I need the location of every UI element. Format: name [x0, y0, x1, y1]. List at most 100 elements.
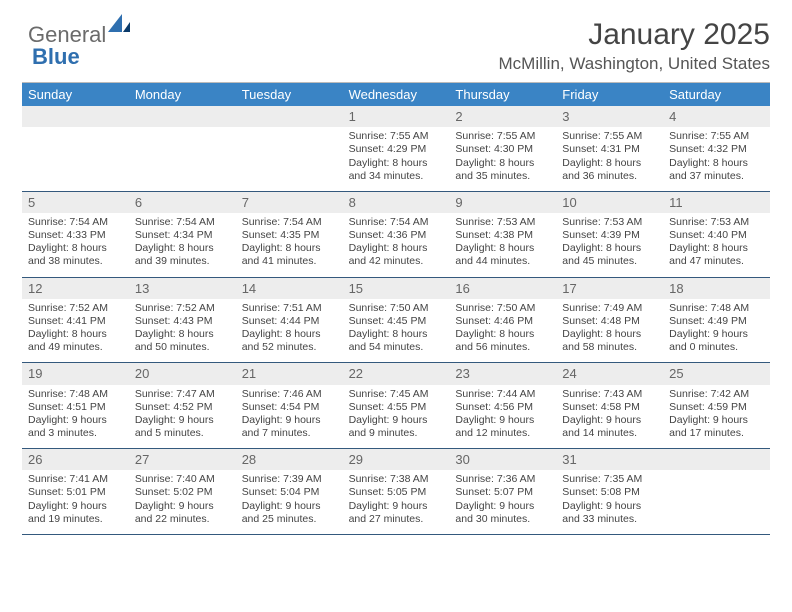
- sunset-text: Sunset: 4:41 PM: [28, 315, 123, 328]
- day-body: Sunrise: 7:48 AMSunset: 4:51 PMDaylight:…: [22, 385, 129, 449]
- calendar-cell: 24Sunrise: 7:43 AMSunset: 4:58 PMDayligh…: [556, 363, 663, 448]
- day-body: Sunrise: 7:55 AMSunset: 4:32 PMDaylight:…: [663, 127, 770, 191]
- sunset-text: Sunset: 4:44 PM: [242, 315, 337, 328]
- day-number: 20: [129, 363, 236, 384]
- sunset-text: Sunset: 4:40 PM: [669, 229, 764, 242]
- day-number: .: [663, 449, 770, 470]
- daylight-text: Daylight: 8 hours and 36 minutes.: [562, 157, 657, 183]
- sunrise-text: Sunrise: 7:54 AM: [349, 216, 444, 229]
- sunset-text: Sunset: 4:59 PM: [669, 401, 764, 414]
- calendar-cell: 17Sunrise: 7:49 AMSunset: 4:48 PMDayligh…: [556, 278, 663, 363]
- daylight-text: Daylight: 9 hours and 0 minutes.: [669, 328, 764, 354]
- day-number: 27: [129, 449, 236, 470]
- dayhead-wednesday: Wednesday: [343, 83, 450, 106]
- day-body: Sunrise: 7:42 AMSunset: 4:59 PMDaylight:…: [663, 385, 770, 449]
- sunrise-text: Sunrise: 7:40 AM: [135, 473, 230, 486]
- day-number: 17: [556, 278, 663, 299]
- day-number: 26: [22, 449, 129, 470]
- calendar-cell: .: [22, 106, 129, 191]
- sunrise-text: Sunrise: 7:55 AM: [455, 130, 550, 143]
- day-body: Sunrise: 7:45 AMSunset: 4:55 PMDaylight:…: [343, 385, 450, 449]
- sunrise-text: Sunrise: 7:49 AM: [562, 302, 657, 315]
- calendar-week: 5Sunrise: 7:54 AMSunset: 4:33 PMDaylight…: [22, 192, 770, 278]
- sunrise-text: Sunrise: 7:54 AM: [135, 216, 230, 229]
- daylight-text: Daylight: 8 hours and 35 minutes.: [455, 157, 550, 183]
- calendar-cell: 31Sunrise: 7:35 AMSunset: 5:08 PMDayligh…: [556, 449, 663, 534]
- daylight-text: Daylight: 9 hours and 30 minutes.: [455, 500, 550, 526]
- sunrise-text: Sunrise: 7:44 AM: [455, 388, 550, 401]
- daylight-text: Daylight: 8 hours and 44 minutes.: [455, 242, 550, 268]
- daylight-text: Daylight: 9 hours and 9 minutes.: [349, 414, 444, 440]
- day-body: Sunrise: 7:55 AMSunset: 4:31 PMDaylight:…: [556, 127, 663, 191]
- day-body: Sunrise: 7:55 AMSunset: 4:30 PMDaylight:…: [449, 127, 556, 191]
- daylight-text: Daylight: 8 hours and 41 minutes.: [242, 242, 337, 268]
- sunrise-text: Sunrise: 7:41 AM: [28, 473, 123, 486]
- day-number: 19: [22, 363, 129, 384]
- sunrise-text: Sunrise: 7:39 AM: [242, 473, 337, 486]
- calendar-dayhead: Sunday Monday Tuesday Wednesday Thursday…: [22, 83, 770, 106]
- sunrise-text: Sunrise: 7:50 AM: [349, 302, 444, 315]
- sunrise-text: Sunrise: 7:38 AM: [349, 473, 444, 486]
- day-body: Sunrise: 7:49 AMSunset: 4:48 PMDaylight:…: [556, 299, 663, 363]
- day-body: Sunrise: 7:35 AMSunset: 5:08 PMDaylight:…: [556, 470, 663, 534]
- day-body: Sunrise: 7:52 AMSunset: 4:41 PMDaylight:…: [22, 299, 129, 363]
- sunset-text: Sunset: 4:55 PM: [349, 401, 444, 414]
- page-subtitle: McMillin, Washington, United States: [22, 54, 770, 74]
- calendar-cell: 13Sunrise: 7:52 AMSunset: 4:43 PMDayligh…: [129, 278, 236, 363]
- sunrise-text: Sunrise: 7:53 AM: [455, 216, 550, 229]
- day-body: Sunrise: 7:36 AMSunset: 5:07 PMDaylight:…: [449, 470, 556, 534]
- sunrise-text: Sunrise: 7:48 AM: [669, 302, 764, 315]
- page-title: January 2025: [22, 18, 770, 52]
- sunrise-text: Sunrise: 7:52 AM: [28, 302, 123, 315]
- daylight-text: Daylight: 8 hours and 34 minutes.: [349, 157, 444, 183]
- sunset-text: Sunset: 4:39 PM: [562, 229, 657, 242]
- calendar-week: 12Sunrise: 7:52 AMSunset: 4:41 PMDayligh…: [22, 278, 770, 364]
- calendar-cell: .: [129, 106, 236, 191]
- sunset-text: Sunset: 4:32 PM: [669, 143, 764, 156]
- day-body: Sunrise: 7:39 AMSunset: 5:04 PMDaylight:…: [236, 470, 343, 534]
- calendar-cell: 14Sunrise: 7:51 AMSunset: 4:44 PMDayligh…: [236, 278, 343, 363]
- calendar-cell: 9Sunrise: 7:53 AMSunset: 4:38 PMDaylight…: [449, 192, 556, 277]
- calendar-cell: 7Sunrise: 7:54 AMSunset: 4:35 PMDaylight…: [236, 192, 343, 277]
- sunset-text: Sunset: 4:35 PM: [242, 229, 337, 242]
- daylight-text: Daylight: 8 hours and 50 minutes.: [135, 328, 230, 354]
- sunrise-text: Sunrise: 7:46 AM: [242, 388, 337, 401]
- daylight-text: Daylight: 8 hours and 54 minutes.: [349, 328, 444, 354]
- daylight-text: Daylight: 8 hours and 49 minutes.: [28, 328, 123, 354]
- day-body: Sunrise: 7:47 AMSunset: 4:52 PMDaylight:…: [129, 385, 236, 449]
- day-body: Sunrise: 7:50 AMSunset: 4:46 PMDaylight:…: [449, 299, 556, 363]
- calendar-cell: .: [236, 106, 343, 191]
- day-body: Sunrise: 7:54 AMSunset: 4:34 PMDaylight:…: [129, 213, 236, 277]
- sunset-text: Sunset: 4:48 PM: [562, 315, 657, 328]
- calendar-week: 19Sunrise: 7:48 AMSunset: 4:51 PMDayligh…: [22, 363, 770, 449]
- calendar-cell: .: [663, 449, 770, 534]
- calendar-cell: 29Sunrise: 7:38 AMSunset: 5:05 PMDayligh…: [343, 449, 450, 534]
- daylight-text: Daylight: 8 hours and 52 minutes.: [242, 328, 337, 354]
- day-number: 13: [129, 278, 236, 299]
- day-number: .: [22, 106, 129, 127]
- day-body: Sunrise: 7:54 AMSunset: 4:36 PMDaylight:…: [343, 213, 450, 277]
- day-body: Sunrise: 7:41 AMSunset: 5:01 PMDaylight:…: [22, 470, 129, 534]
- day-number: .: [236, 106, 343, 127]
- calendar-cell: 15Sunrise: 7:50 AMSunset: 4:45 PMDayligh…: [343, 278, 450, 363]
- day-number: 1: [343, 106, 450, 127]
- day-body: Sunrise: 7:55 AMSunset: 4:29 PMDaylight:…: [343, 127, 450, 191]
- day-number: 30: [449, 449, 556, 470]
- daylight-text: Daylight: 9 hours and 19 minutes.: [28, 500, 123, 526]
- sunset-text: Sunset: 4:31 PM: [562, 143, 657, 156]
- day-number: 28: [236, 449, 343, 470]
- daylight-text: Daylight: 9 hours and 33 minutes.: [562, 500, 657, 526]
- daylight-text: Daylight: 9 hours and 14 minutes.: [562, 414, 657, 440]
- sunset-text: Sunset: 4:46 PM: [455, 315, 550, 328]
- sunset-text: Sunset: 4:54 PM: [242, 401, 337, 414]
- day-body: Sunrise: 7:53 AMSunset: 4:40 PMDaylight:…: [663, 213, 770, 277]
- daylight-text: Daylight: 8 hours and 39 minutes.: [135, 242, 230, 268]
- day-number: 5: [22, 192, 129, 213]
- day-number: 2: [449, 106, 556, 127]
- daylight-text: Daylight: 8 hours and 45 minutes.: [562, 242, 657, 268]
- sunset-text: Sunset: 5:04 PM: [242, 486, 337, 499]
- sunset-text: Sunset: 4:56 PM: [455, 401, 550, 414]
- dayhead-monday: Monday: [129, 83, 236, 106]
- dayhead-friday: Friday: [556, 83, 663, 106]
- sunset-text: Sunset: 4:30 PM: [455, 143, 550, 156]
